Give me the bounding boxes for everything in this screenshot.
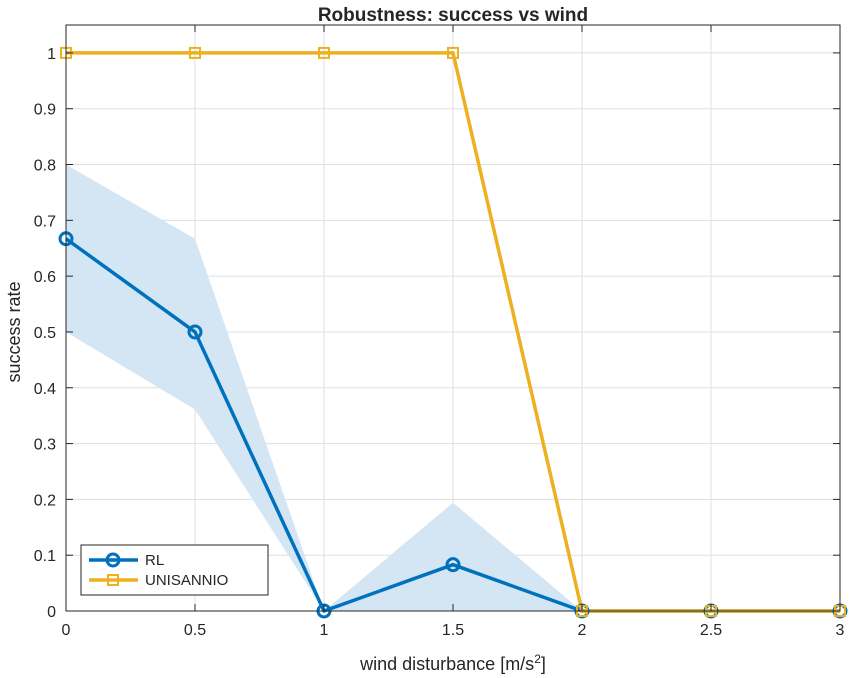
x-axis-label: wind disturbance [m/s2] — [359, 652, 546, 674]
x-axis-ticks: 0 0.5 1 1.5 2 2.5 3 — [62, 25, 845, 639]
y-tick-label: 0.9 — [34, 102, 56, 119]
y-tick-label: 1 — [47, 46, 56, 63]
x-tick-label: 1 — [320, 622, 329, 639]
x-axis-label-main: wind disturbance [m/s — [359, 654, 534, 674]
y-tick-label: 0.7 — [34, 213, 56, 230]
legend-rl-label: RL — [145, 552, 164, 569]
x-axis-label-close: ] — [541, 654, 546, 674]
x-tick-label: 2.5 — [700, 622, 722, 639]
y-tick-label: 0.1 — [34, 548, 56, 565]
y-tick-label: 0.8 — [34, 158, 56, 175]
y-tick-label: 0.2 — [34, 492, 56, 509]
x-axis-label-superscript: 2 — [534, 652, 541, 666]
rl-point — [187, 324, 203, 340]
chart-title: Robustness: success vs wind — [318, 5, 588, 26]
unisannio-point — [189, 46, 201, 59]
legend: RL UNISANNIO — [80, 544, 269, 596]
x-tick-label: 0 — [62, 622, 71, 639]
y-axis-label: success rate — [4, 281, 24, 382]
y-tick-label: 0.4 — [34, 381, 56, 398]
x-tick-label: 3 — [836, 622, 845, 639]
unisannio-point — [447, 46, 459, 59]
confidence-bands — [66, 164, 840, 611]
y-tick-label: 0.6 — [34, 269, 56, 286]
rl-point — [445, 557, 461, 573]
y-tick-label: 0.5 — [34, 325, 56, 342]
x-tick-label: 2 — [578, 622, 587, 639]
legend-unisannio-marker — [107, 574, 119, 586]
legend-rl-marker — [105, 552, 121, 568]
unisannio-point — [318, 46, 330, 59]
y-tick-label: 0 — [47, 604, 56, 621]
y-tick-label: 0.3 — [34, 437, 56, 454]
legend-unisannio-label: UNISANNIO — [145, 572, 228, 589]
x-tick-label: 0.5 — [184, 622, 206, 639]
y-axis-ticks: 0 0.1 0.2 0.3 0.4 0.5 0.6 0.7 0.8 0.9 1 — [34, 46, 840, 621]
x-tick-label: 1.5 — [442, 622, 464, 639]
rl-confidence-band — [66, 164, 840, 611]
